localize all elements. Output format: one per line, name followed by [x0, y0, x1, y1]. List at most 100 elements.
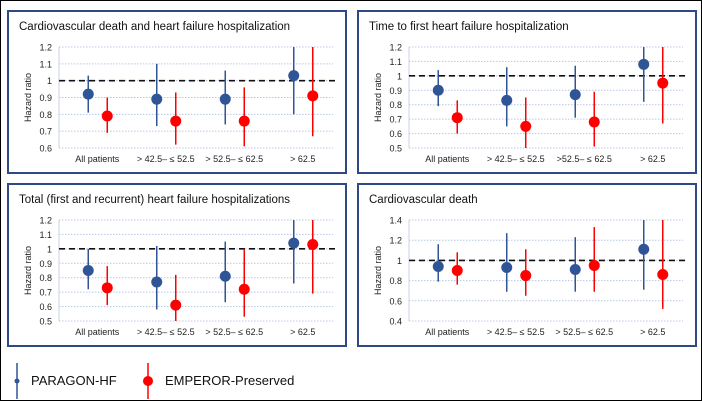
y-tick-label: 0.8: [39, 110, 52, 120]
emperor-marker-icon: [143, 363, 153, 399]
y-tick-label: 0.7: [389, 115, 402, 125]
x-tick-label: > 42.5– ≤ 52.5: [137, 154, 195, 164]
paragon-point: [82, 265, 94, 276]
x-tick-label: > 62.5: [640, 154, 665, 164]
forest-plot: 0.5 0.6 0.7 0.8 0.9 1 1.1 1.2 Hazard ratio All pa…: [373, 43, 687, 164]
x-tick-label: > 52.5– ≤ 62.5: [205, 154, 263, 164]
y-tick-label: 0.8: [389, 100, 402, 110]
panel-cv-death-hf-hosp: 0.6 0.7 0.8 0.9 1 1.1 1.2 Hazard ratio All patie…: [7, 10, 347, 174]
paragon-point: [638, 243, 650, 255]
y-tick-label: 1: [47, 244, 52, 254]
y-tick-label: 0.6: [39, 144, 52, 154]
emperor-point: [657, 269, 669, 281]
y-tick-label: 0.6: [39, 302, 52, 312]
y-tick-label: 1.4: [389, 216, 402, 226]
legend-label-paragon: PARAGON-HF: [31, 373, 117, 388]
y-tick-label: 0.5: [39, 317, 52, 327]
emperor-point: [520, 120, 532, 132]
y-tick-label: 0.6: [389, 129, 402, 139]
y-tick-label: 0.9: [389, 86, 402, 96]
x-tick-label: All patients: [75, 327, 120, 337]
y-tick-label: 0.8: [389, 276, 402, 286]
y-tick-label: 0.9: [39, 259, 52, 269]
emperor-point: [170, 299, 182, 311]
y-tick-label: 1.1: [39, 230, 52, 240]
x-tick-label: > 62.5: [290, 327, 315, 337]
panel-title: Cardiovascular death: [369, 194, 478, 206]
panel-title: Time to first heart failure hospitalizat…: [369, 21, 569, 33]
paragon-point: [501, 94, 513, 106]
emperor-point: [657, 77, 669, 89]
legend-label-emperor: EMPEROR-Preserved: [165, 373, 295, 388]
paragon-point: [569, 89, 581, 101]
paragon-point: [432, 260, 444, 272]
x-tick-label: > 62.5: [640, 327, 665, 337]
legend-item-emperor: EMPEROR-Preserved: [141, 363, 294, 399]
y-tick-label: 1.1: [389, 57, 402, 67]
panel-title: Total (first and recurrent) heart failur…: [19, 194, 291, 206]
legend-item-paragon: PARAGON-HF: [11, 363, 117, 399]
y-tick-label: 0.6: [389, 296, 402, 306]
emperor-point: [101, 110, 113, 122]
x-tick-label: > 42.5– ≤ 52.5: [487, 154, 545, 164]
y-axis-label: Hazard ratio: [23, 73, 33, 122]
emperor-point: [307, 90, 319, 102]
forest-plot: 0.5 0.6 0.7 0.8 0.9 1 1.1 1.2 Hazard ratio All pa…: [23, 216, 337, 337]
y-tick-label: 1.2: [39, 216, 52, 226]
x-tick-label: All patients: [425, 327, 470, 337]
panel-title: Cardiovascular death and heart failure h…: [19, 21, 291, 33]
y-tick-label: 0.5: [389, 144, 402, 154]
y-tick-label: 1.2: [389, 43, 402, 53]
paragon-point: [219, 270, 231, 282]
paragon-point: [432, 84, 444, 96]
y-tick-label: 0.7: [39, 127, 52, 137]
emperor-point: [451, 265, 463, 276]
x-tick-label: > 42.5– ≤ 52.5: [487, 327, 545, 337]
paragon-marker-icon: [14, 363, 20, 399]
y-tick-label: 0.9: [39, 93, 52, 103]
y-tick-label: 1.2: [39, 43, 52, 53]
emperor-point: [451, 112, 463, 124]
legend: PARAGON-HF EMPEROR-Preserved: [11, 363, 411, 399]
x-tick-label: > 62.5: [290, 154, 315, 164]
y-tick-label: 0.4: [389, 317, 402, 327]
y-axis-label: Hazard ratio: [23, 246, 33, 295]
y-tick-label: 1: [397, 256, 402, 266]
x-tick-label: > 52.5– ≤ 62.5: [555, 327, 613, 337]
forest-plot: 0.6 0.7 0.8 0.9 1 1.1 1.2 Hazard ratio All patie…: [23, 43, 337, 164]
y-tick-label: 1: [47, 76, 52, 86]
panel-first-hf-hosp: 0.5 0.6 0.7 0.8 0.9 1 1.1 1.2 Hazard ratio All pa…: [357, 10, 697, 174]
x-tick-label: >52.5– ≤ 62.5: [557, 154, 612, 164]
paragon-point: [638, 58, 650, 70]
paragon-point: [288, 237, 300, 249]
paragon-point: [82, 88, 94, 100]
paragon-point: [151, 93, 163, 105]
x-tick-label: All patients: [75, 154, 120, 164]
emperor-point: [238, 115, 250, 127]
panel-total-hf-hosp: 0.5 0.6 0.7 0.8 0.9 1 1.1 1.2 Hazard ratio All pa…: [7, 183, 347, 347]
x-tick-label: > 42.5– ≤ 52.5: [137, 327, 195, 337]
panel-cv-death: 0.4 0.6 0.8 1 1.2 1.4 Hazard ratio All patients…: [357, 183, 697, 347]
emperor-point: [588, 116, 600, 128]
paragon-point: [219, 93, 231, 105]
y-axis-label: Hazard ratio: [373, 246, 383, 295]
y-tick-label: 1.2: [389, 236, 402, 246]
y-tick-label: 1.1: [39, 59, 52, 69]
x-tick-label: > 52.5– ≤ 62.5: [205, 327, 263, 337]
emperor-point: [307, 239, 319, 251]
forest-plot: 0.4 0.6 0.8 1 1.2 1.4 Hazard ratio All patients…: [373, 216, 687, 337]
y-tick-label: 0.7: [39, 288, 52, 298]
paragon-point: [151, 276, 163, 288]
emperor-point: [588, 259, 600, 271]
y-tick-label: 1: [397, 71, 402, 81]
y-tick-label: 0.8: [39, 273, 52, 283]
emperor-point: [170, 115, 182, 127]
paragon-point: [288, 70, 300, 82]
emperor-point: [101, 282, 113, 294]
emperor-point: [520, 270, 532, 282]
paragon-point: [501, 261, 513, 273]
y-axis-label: Hazard ratio: [373, 73, 383, 122]
x-tick-label: All patients: [425, 154, 470, 164]
emperor-point: [238, 283, 250, 295]
